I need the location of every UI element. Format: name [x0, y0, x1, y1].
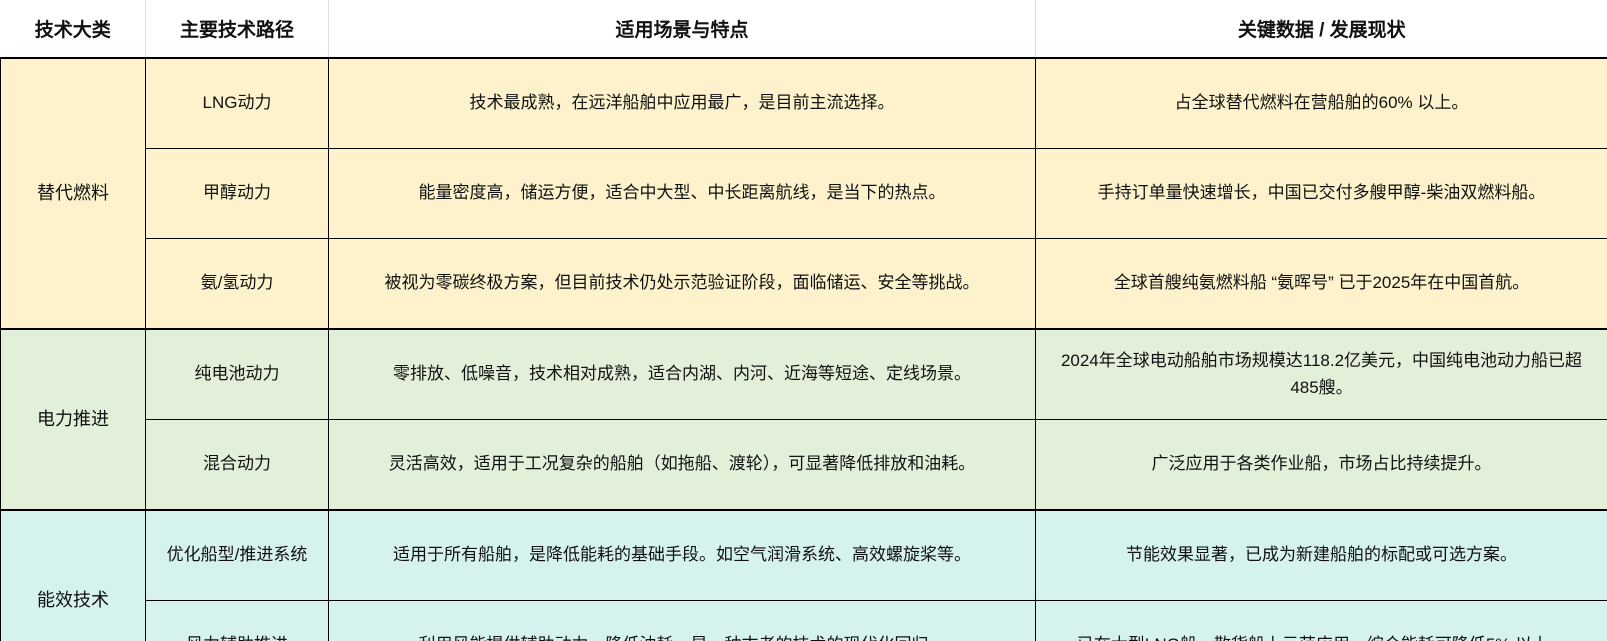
column-header-scenario: 适用场景与特点 — [328, 0, 1036, 59]
category-cell: 替代燃料 — [0, 57, 146, 330]
category-cell: 能效技术 — [0, 509, 146, 641]
scenario-cell: 能量密度高，储运方便，适合中大型、中长距离航线，是当下的热点。 — [328, 148, 1036, 239]
table-row: 电力推进 纯电池动力 零排放、低噪音，技术相对成熟，适合内湖、内河、近海等短途、定线… — [0, 328, 1607, 511]
column-header-tech-path: 主要技术路径 — [145, 0, 329, 59]
tech-path-cell: 氨/氢动力 — [145, 238, 329, 330]
table-header: 技术大类 主要技术路径 适用场景与特点 关键数据 / 发展现状 — [0, 0, 1607, 59]
tech-path-cell: 风力辅助推进 — [145, 600, 329, 641]
key-data-cell: 全球首艘纯氨燃料船 “氨晖号” 已于2025年在中国首航。 — [1035, 238, 1607, 330]
scenario-cell: 利用风能提供辅助动力，降低油耗，是一种古老的技术的现代化回归。 — [328, 600, 1036, 641]
key-data-cell: 广泛应用于各类作业船，市场占比持续提升。 — [1035, 419, 1607, 511]
tech-path-cell: LNG动力 — [145, 57, 329, 149]
table-row: 混合动力 灵活高效，适用于工况复杂的船舶（如拖船、渡轮），可显著降低排放和油耗。广… — [1, 419, 1607, 511]
key-data-cell: 2024年全球电动船舶市场规模达118.2亿美元，中国纯电池动力船已超485艘。 — [1035, 328, 1607, 420]
tech-path-cell: 甲醇动力 — [145, 148, 329, 239]
table-row: 风力辅助推进利用风能提供辅助动力，降低油耗，是一种古老的技术的现代化回归。已在大… — [1, 600, 1607, 641]
table-row: 替代燃料 LNG动力 技术最成熟，在远洋船舶中应用最广，是目前主流选择。 占全球替代燃… — [0, 57, 1607, 330]
category-cell: 电力推进 — [0, 328, 146, 511]
tech-path-cell: 纯电池动力 — [145, 328, 329, 420]
tech-path-cell: 优化船型/推进系统 — [145, 509, 329, 601]
table-body: 替代燃料 LNG动力 技术最成熟，在远洋船舶中应用最广，是目前主流选择。 占全球替代燃… — [0, 57, 1607, 641]
scenario-cell: 灵活高效，适用于工况复杂的船舶（如拖船、渡轮），可显著降低排放和油耗。 — [328, 419, 1036, 511]
column-header-category: 技术大类 — [0, 0, 146, 59]
header-row: 技术大类 主要技术路径 适用场景与特点 关键数据 / 发展现状 — [0, 0, 1607, 59]
tech-path-cell: 混合动力 — [145, 419, 329, 511]
column-header-key-data: 关键数据 / 发展现状 — [1035, 0, 1607, 59]
key-data-cell: 手持订单量快速增长，中国已交付多艘甲醇-柴油双燃料船。 — [1035, 148, 1607, 239]
scenario-cell: 适用于所有船舶，是降低能耗的基础手段。如空气润滑系统、高效螺旋桨等。 — [328, 509, 1036, 601]
table-row: 甲醇动力 能量密度高，储运方便，适合中大型、中长距离航线，是当下的热点。 手持订单量… — [1, 148, 1607, 239]
key-data-cell: 占全球替代燃料在营船舶的60% 以上。 — [1035, 57, 1607, 149]
table-row: 氨/氢动力 被视为零碳终极方案，但目前技术仍处示范验证阶段，面临储运、安全等挑战。… — [1, 238, 1607, 330]
key-data-cell: 已在大型LNG船、散货船上示范应用，综合能耗可降低5% 以上。 — [1035, 600, 1607, 641]
table-row: 能效技术 优化船型/推进系统 适用于所有船舶，是降低能耗的基础手段。如空气润滑系统、… — [0, 509, 1607, 641]
key-data-cell: 节能效果显著，已成为新建船舶的标配或可选方案。 — [1035, 509, 1607, 601]
scenario-cell: 被视为零碳终极方案，但目前技术仍处示范验证阶段，面临储运、安全等挑战。 — [328, 238, 1036, 330]
scenario-cell: 技术最成熟，在远洋船舶中应用最广，是目前主流选择。 — [328, 57, 1036, 149]
scenario-cell: 零排放、低噪音，技术相对成熟，适合内湖、内河、近海等短途、定线场景。 — [328, 328, 1036, 420]
